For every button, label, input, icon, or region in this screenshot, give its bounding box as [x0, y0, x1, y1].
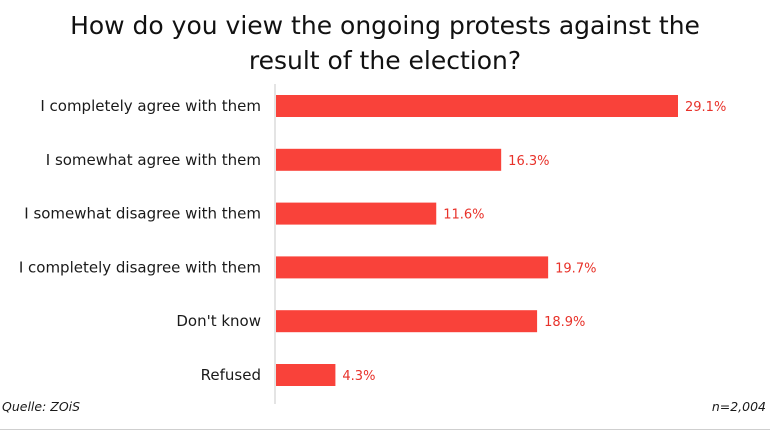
value-label-i-somewhat-disagree-with-them: 11.6% — [443, 208, 484, 223]
bar-don-t-know — [276, 310, 538, 333]
category-label-don-t-know: Don't know — [176, 312, 261, 330]
source-note: Quelle: ZOiS — [2, 399, 81, 414]
sample-size-note: n=2,004 — [711, 399, 766, 414]
chart-title-line-2: result of the election? — [248, 46, 522, 75]
bar-i-completely-agree-with-them — [276, 95, 678, 117]
value-label-i-completely-agree-with-them: 29.1% — [685, 100, 726, 115]
category-label-refused: Refused — [201, 366, 261, 384]
chart-title-line-1: How do you view the ongoing protests aga… — [70, 11, 700, 40]
bottom-divider — [0, 429, 770, 430]
value-label-i-somewhat-agree-with-them: 16.3% — [508, 154, 549, 169]
category-label-i-completely-agree-with-them: I completely agree with them — [40, 97, 261, 115]
bar-i-completely-disagree-with-them — [276, 256, 549, 279]
bar-i-somewhat-disagree-with-them — [276, 202, 437, 225]
category-label-i-somewhat-agree-with-them: I somewhat agree with them — [46, 151, 261, 169]
category-label-i-completely-disagree-with-them: I completely disagree with them — [19, 258, 261, 276]
value-label-don-t-know: 18.9% — [544, 315, 585, 330]
value-label-refused: 4.3% — [342, 369, 375, 384]
bar-i-somewhat-agree-with-them — [276, 148, 502, 171]
bars-group: I completely agree with them 29.1% I somew… — [19, 95, 726, 386]
value-label-i-completely-disagree-with-them: 19.7% — [555, 261, 596, 276]
chart-title: How do you view the ongoing protests aga… — [0, 8, 770, 78]
bar-refused — [276, 364, 336, 386]
category-label-i-somewhat-disagree-with-them: I somewhat disagree with them — [24, 205, 261, 223]
